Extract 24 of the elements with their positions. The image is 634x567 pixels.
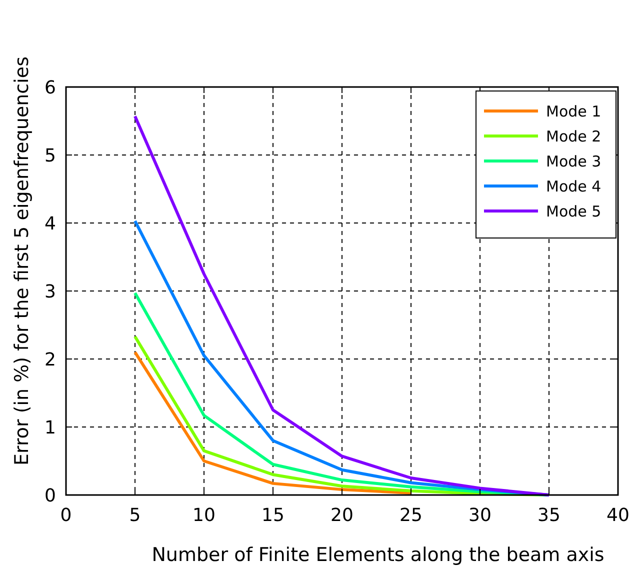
y-tick-label: 0: [44, 485, 56, 506]
line-series: [134, 350, 412, 494]
y-tick-label: 2: [44, 349, 56, 370]
x-tick-label: 10: [192, 505, 216, 526]
x-tick-label: 0: [60, 505, 72, 526]
legend-label: Mode 1: [546, 102, 602, 120]
legend-label: Mode 4: [546, 177, 602, 196]
legend-label: Mode 5: [546, 202, 602, 220]
x-tick-label: 15: [262, 505, 284, 526]
y-axis-title: Error (in %) for the first 5 eigenfrequencies: [11, 56, 33, 466]
y-tick-label: 3: [44, 281, 56, 302]
y-tick-label: 1: [44, 417, 56, 438]
x-tick-label: 30: [468, 505, 492, 526]
legend-label: Mode 2: [546, 127, 602, 146]
legend-label: Mode 3: [546, 152, 602, 170]
x-axis-title: Number of Finite Elements along the beam axis: [152, 544, 604, 566]
y-tick-label: 5: [44, 145, 56, 166]
y-tick-label: 4: [44, 213, 56, 234]
x-tick-label: 5: [129, 505, 141, 526]
y-tick-label: 6: [44, 77, 56, 98]
x-tick-label: 25: [400, 505, 422, 526]
x-tick-label: 35: [538, 505, 560, 526]
x-tick-label: 20: [330, 505, 354, 526]
x-tick-label: 40: [606, 505, 630, 526]
